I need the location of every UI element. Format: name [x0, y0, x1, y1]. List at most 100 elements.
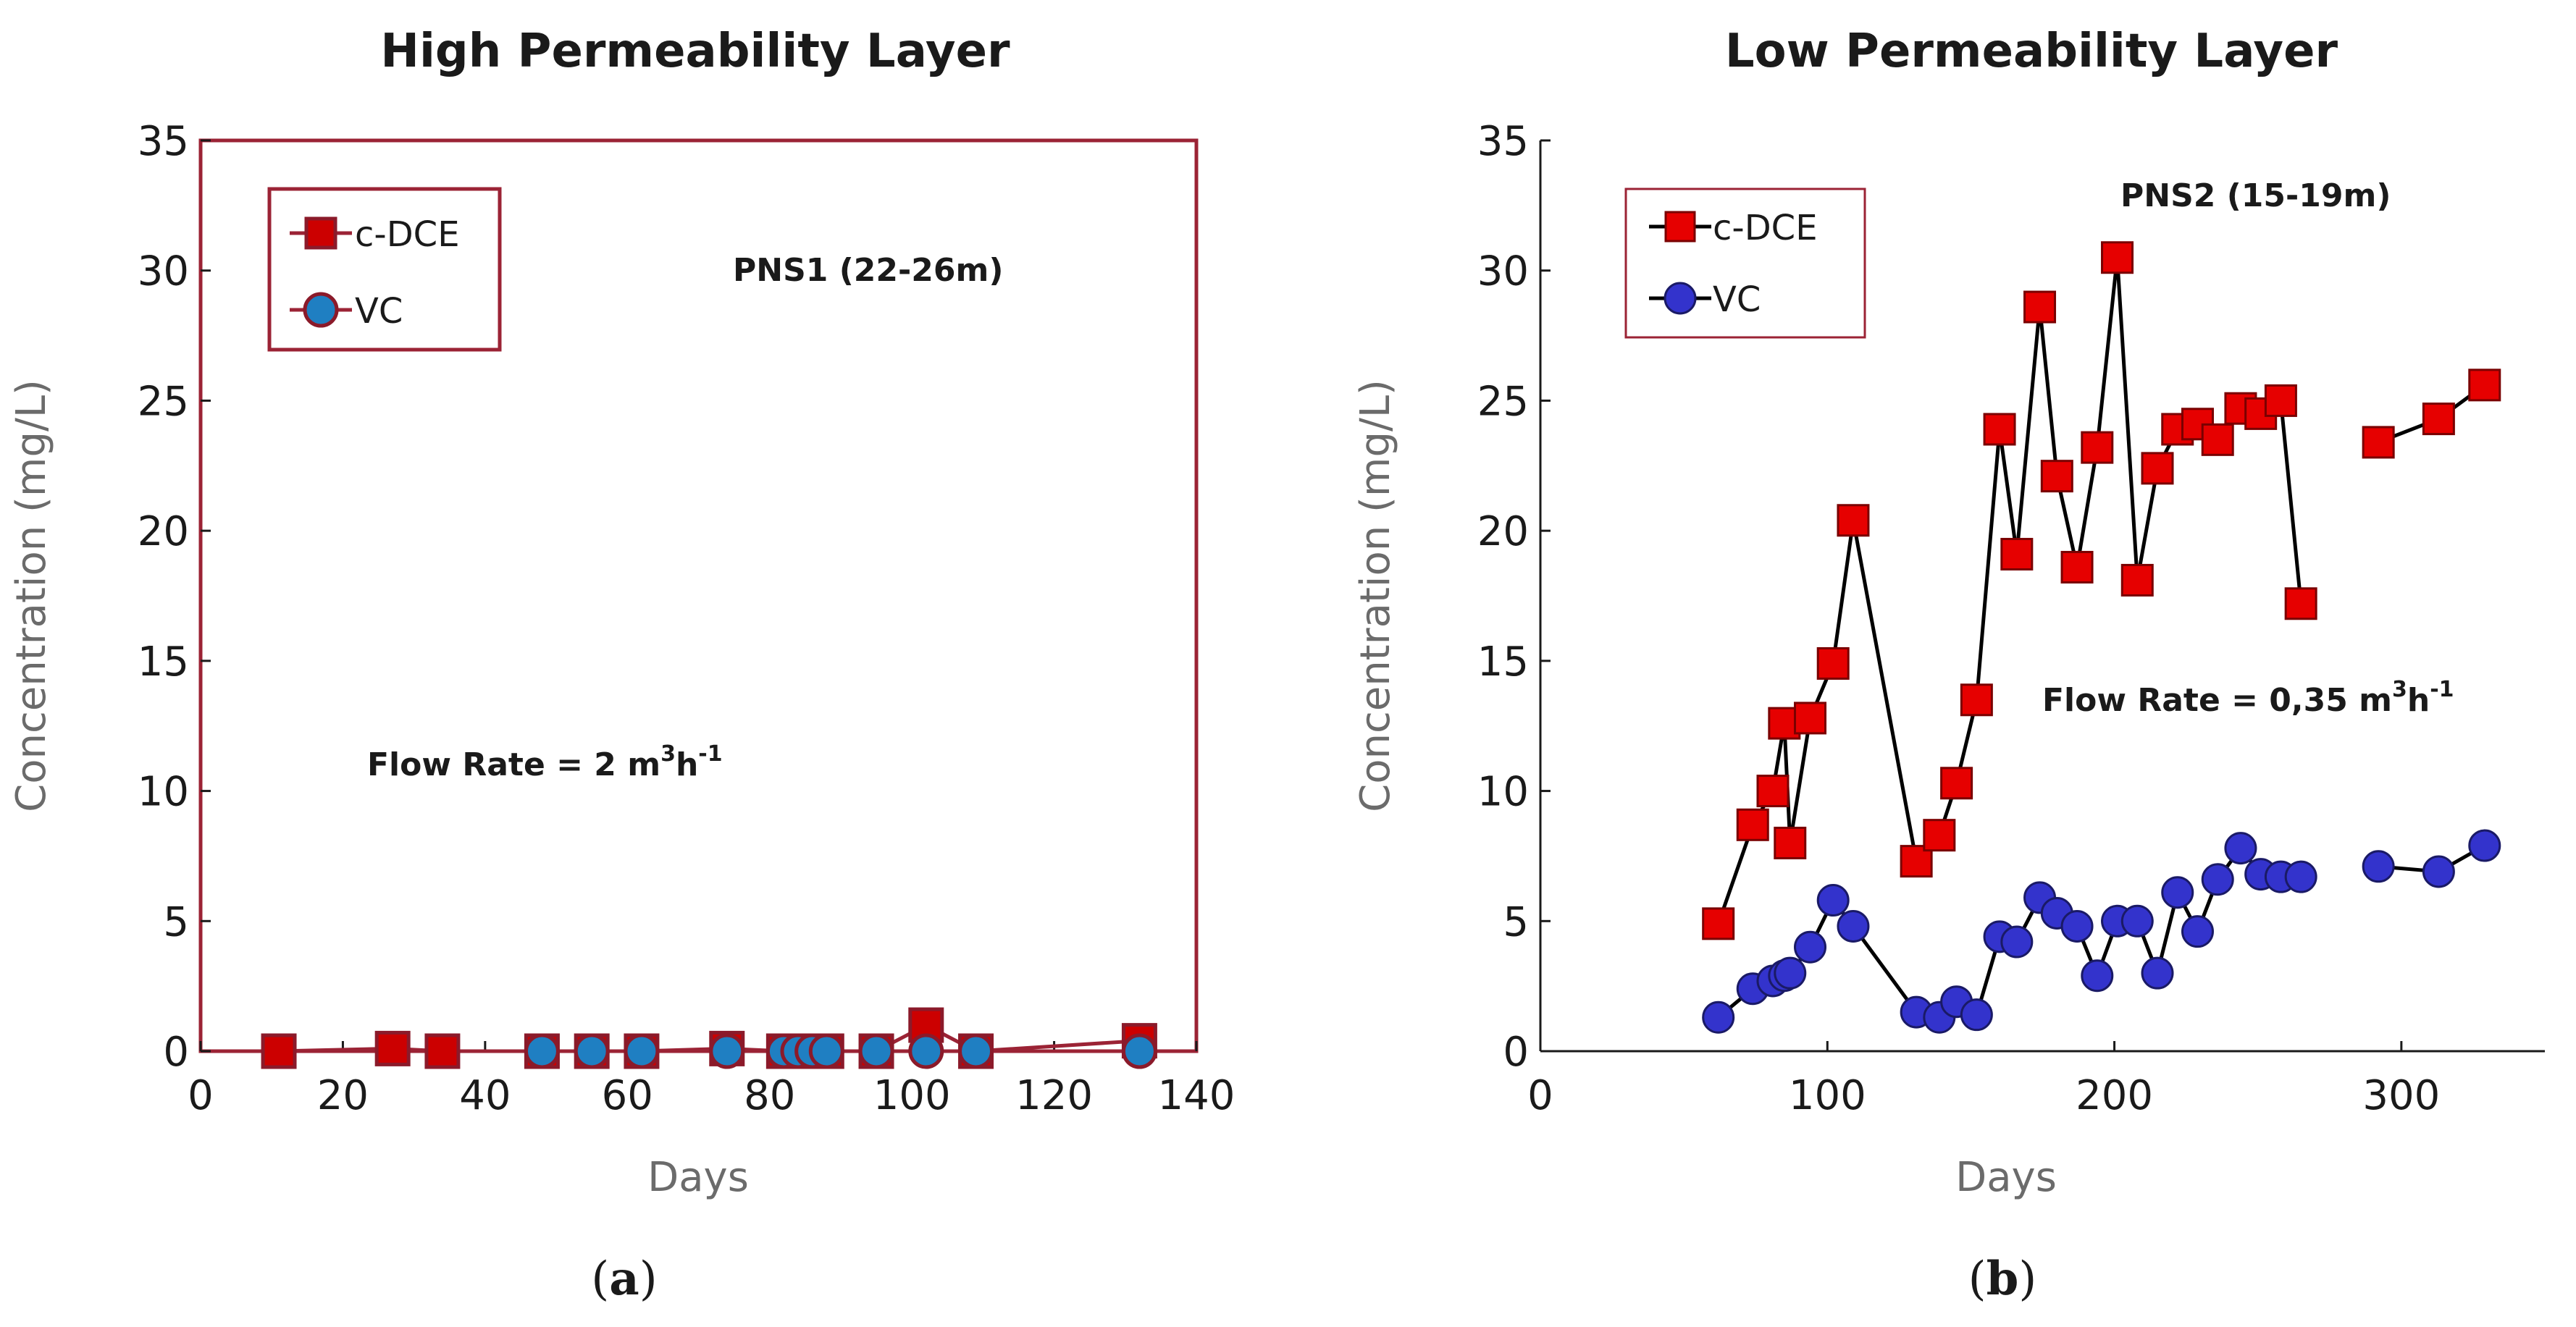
- data-point-vc: [2201, 863, 2234, 896]
- data-point-cdce: [2081, 431, 2114, 464]
- data-point-cdce: [374, 1030, 411, 1066]
- data-point-vc: [908, 1033, 944, 1069]
- panel-b-x-axis: 0 100 200 300: [1527, 1041, 2440, 1119]
- data-point-cdce: [2468, 368, 2501, 402]
- data-point-cdce: [2060, 550, 2094, 584]
- y-tick-label: 10: [1477, 769, 1529, 816]
- data-point-vc: [1774, 956, 1807, 990]
- data-point-vc: [2422, 855, 2455, 888]
- panel-b-label: (b): [1968, 1252, 2037, 1306]
- panel-a-y-axis: 0 5 10 15 20 25 30 35: [138, 118, 211, 1076]
- x-tick-label: 120: [1015, 1072, 1093, 1119]
- x-tick-label: 100: [1789, 1072, 1866, 1119]
- data-point-vc: [2468, 829, 2501, 862]
- x-tick-label: 0: [188, 1072, 214, 1119]
- x-tick-label: 100: [873, 1072, 951, 1119]
- data-point-cdce: [1756, 775, 1790, 808]
- data-point-cdce: [1983, 413, 2016, 446]
- panel-a-x-axis-label: Days: [647, 1154, 749, 1201]
- y-tick-label: 15: [138, 639, 189, 686]
- data-point-cdce: [2040, 460, 2073, 493]
- data-point-vc: [524, 1033, 560, 1069]
- panel-b-legend-cdce-marker: [1664, 211, 1696, 243]
- data-point-vc: [1794, 930, 1827, 964]
- y-tick-label: 30: [138, 248, 189, 295]
- data-point-cdce: [2023, 290, 2057, 324]
- panel-a-flow-rate: Flow Rate = 2 m3h-1: [367, 741, 723, 783]
- data-point-vc: [2181, 915, 2214, 948]
- panel-b-y-axis-label: Concentration (mg/L): [1352, 379, 1399, 812]
- data-point-vc: [958, 1033, 994, 1069]
- panel-b-series-markers: [1702, 241, 2501, 1034]
- panel-a-title: High Permeability Layer: [380, 25, 1010, 78]
- data-point-cdce: [2284, 587, 2317, 620]
- data-point-cdce: [2000, 537, 2034, 570]
- data-point-cdce: [261, 1033, 297, 1069]
- y-tick-label: 30: [1477, 248, 1529, 295]
- panel-a-legend: c-DCE VC: [267, 187, 502, 352]
- y-tick-label: 0: [163, 1029, 189, 1076]
- y-tick-label: 25: [138, 378, 189, 425]
- data-point-vc: [808, 1033, 844, 1069]
- data-point-cdce: [2264, 384, 2297, 417]
- data-point-cdce: [2362, 426, 2395, 459]
- data-point-vc: [2141, 956, 2174, 990]
- panel-b-title: Low Permeability Layer: [1725, 25, 2338, 78]
- y-tick-label: 35: [1477, 118, 1529, 165]
- data-point-vc: [1121, 1033, 1157, 1069]
- data-point-vc: [1837, 909, 1870, 943]
- y-tick-label: 5: [163, 898, 189, 945]
- panel-b-legend: c-DCE VC: [1624, 188, 1866, 339]
- data-point-vc: [624, 1033, 660, 1069]
- panel-b-legend-vc-marker: [1664, 282, 1697, 315]
- x-tick-label: 40: [459, 1072, 511, 1119]
- data-point-cdce: [2141, 452, 2174, 485]
- data-point-vc: [858, 1033, 894, 1069]
- data-point-vc: [2120, 904, 2154, 938]
- data-point-vc: [2224, 832, 2257, 865]
- panel-a-legend-cdce-marker: [304, 216, 337, 250]
- y-tick-label: 25: [1477, 378, 1529, 425]
- data-point-vc: [709, 1033, 745, 1069]
- panel-a-y-axis-label: Concentration (mg/L): [8, 379, 55, 812]
- data-point-cdce: [2201, 423, 2234, 456]
- panel-b-y-axis: 0 5 10 15 20 25 30 35: [1477, 118, 1551, 1076]
- data-point-cdce: [1816, 646, 1850, 680]
- series-line-vc: [1717, 845, 2302, 1020]
- panel-a-well-label: PNS1 (22-26m): [733, 252, 1003, 289]
- panel-b-flow-rate: Flow Rate = 0,35 m3h-1: [2042, 677, 2454, 719]
- y-tick-label: 20: [1477, 508, 1529, 555]
- x-tick-label: 20: [317, 1072, 369, 1119]
- x-tick-label: 80: [744, 1072, 795, 1119]
- data-point-cdce: [2101, 241, 2134, 274]
- panel-a-legend-vc-label: VC: [355, 291, 403, 332]
- y-tick-label: 35: [138, 118, 189, 165]
- y-tick-label: 5: [1503, 898, 1529, 945]
- data-point-cdce: [1837, 504, 1870, 537]
- data-point-cdce: [1736, 808, 1769, 841]
- data-point-vc: [1702, 1000, 1735, 1034]
- y-tick-label: 10: [138, 769, 189, 816]
- data-point-vc: [1960, 998, 1993, 1032]
- panel-b-legend-vc-label: VC: [1713, 279, 1761, 320]
- x-tick-label: 0: [1527, 1072, 1553, 1119]
- y-tick-label: 15: [1477, 639, 1529, 686]
- panel-a-label: (a): [591, 1252, 657, 1306]
- panel-a-legend-frame: [267, 187, 502, 352]
- data-point-cdce: [1940, 767, 1973, 800]
- data-point-vc: [2284, 860, 2317, 893]
- panel-a: High Permeability Layer 0 5 10 15 20 25 30 35 0…: [8, 25, 1235, 1306]
- data-point-vc: [1816, 884, 1850, 917]
- x-tick-label: 300: [2362, 1072, 2440, 1119]
- data-point-cdce: [424, 1033, 461, 1069]
- data-point-vc: [2161, 876, 2194, 909]
- panel-b-x-axis-label: Days: [1955, 1154, 2057, 1201]
- data-point-vc: [2000, 925, 2034, 959]
- panel-b-legend-cdce-label: c-DCE: [1713, 208, 1818, 248]
- data-point-vc: [2060, 909, 2094, 943]
- data-point-cdce: [1960, 683, 1993, 717]
- series-line-c-dce: [1716, 257, 2303, 924]
- x-tick-label: 200: [2076, 1072, 2153, 1119]
- y-tick-label: 0: [1503, 1029, 1529, 1076]
